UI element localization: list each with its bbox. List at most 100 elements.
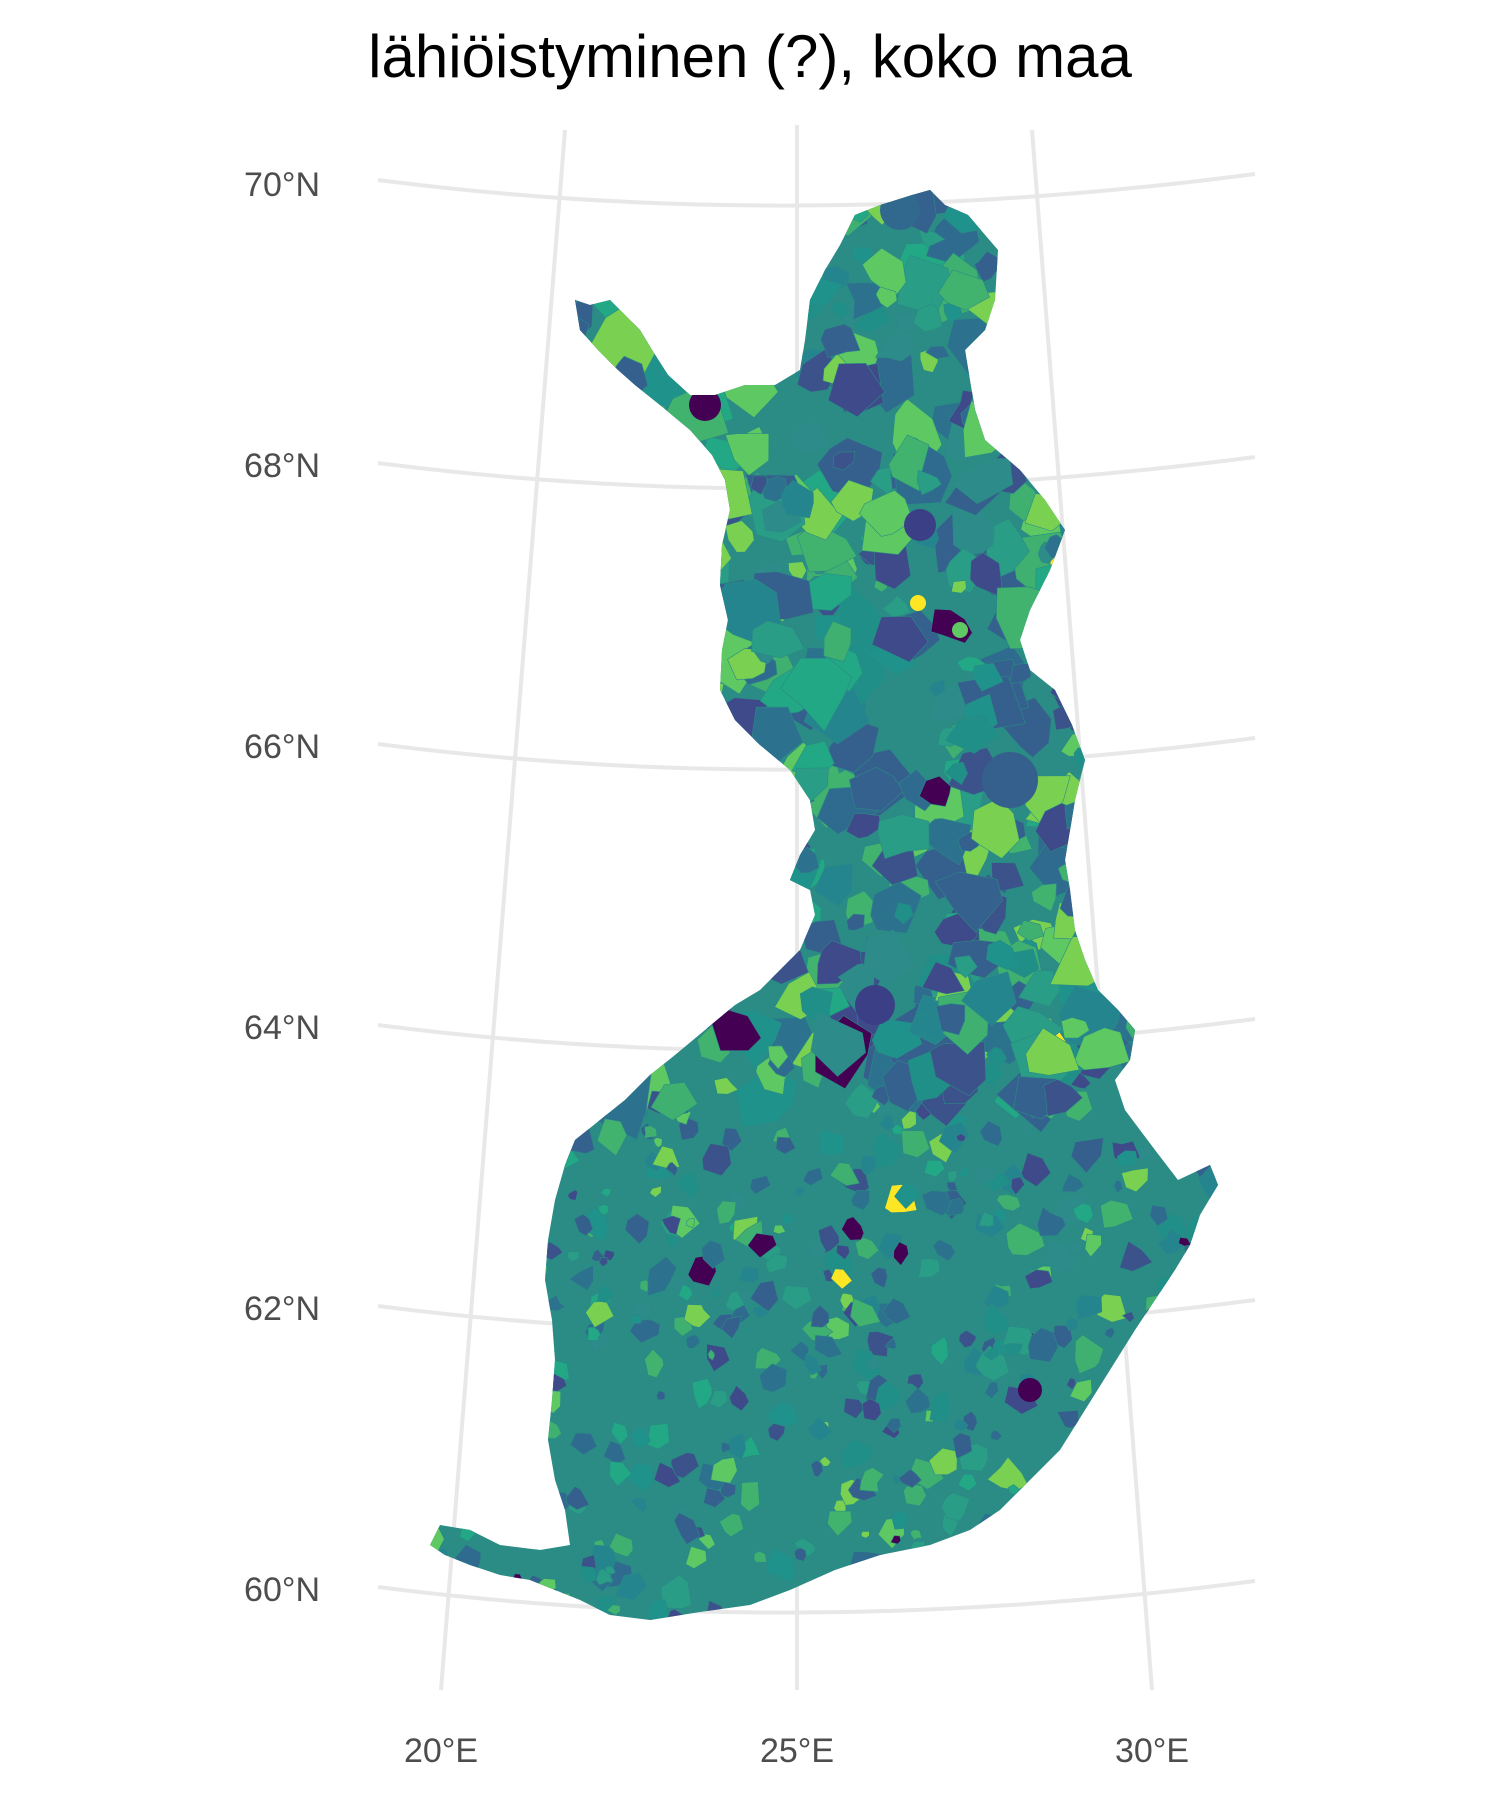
- postal-area-patch: [1074, 419, 1112, 454]
- postal-area-patch: [1098, 211, 1120, 231]
- postal-area-patch: [597, 741, 658, 817]
- postal-area-patch: [938, 269, 990, 311]
- postal-area-patch: [766, 1547, 796, 1583]
- postal-area-patch: [894, 1183, 920, 1210]
- postal-area-patch: [1217, 491, 1218, 529]
- postal-area-patch: [844, 1083, 880, 1119]
- postal-area-patch: [1074, 289, 1123, 351]
- postal-area-patch: [1012, 190, 1076, 251]
- postal-area-patch: [906, 1373, 924, 1390]
- postal-area-patch: [1166, 869, 1218, 934]
- postal-area-patch: [430, 354, 451, 402]
- postal-area-patch: [1181, 979, 1218, 1025]
- postal-area-patch: [1071, 1240, 1084, 1255]
- postal-area-patch: [1162, 190, 1212, 223]
- postal-area-patch: [669, 752, 748, 818]
- postal-area-patch: [443, 807, 477, 842]
- postal-area-patch: [510, 903, 550, 953]
- postal-area-patch: [430, 1052, 463, 1111]
- postal-area-patch: [1165, 582, 1200, 610]
- postal-area-patch: [1074, 572, 1112, 608]
- postal-area-patch: [993, 1610, 1025, 1620]
- postal-area-patch: [665, 1162, 678, 1177]
- postal-area-patch: [600, 497, 650, 568]
- postal-area-patch: [431, 1100, 444, 1110]
- latitude-gridline: [377, 1579, 1256, 1615]
- postal-area-patch: [656, 1390, 666, 1401]
- postal-area-patch: [1193, 1454, 1215, 1476]
- postal-area-patch: [861, 1398, 882, 1422]
- postal-area-patch: [1110, 1444, 1124, 1458]
- postal-area-patch: [592, 741, 645, 807]
- postal-area-patch: [568, 1265, 594, 1291]
- postal-area-patch: [576, 366, 598, 385]
- postal-area-patch: [751, 620, 805, 659]
- postal-area-patch: [430, 1105, 440, 1119]
- postal-area-patch: [412, 1508, 428, 1525]
- postal-area-patch: [990, 1429, 1003, 1441]
- postal-area-patch: [1075, 361, 1142, 433]
- postal-area-patch: [1168, 576, 1202, 612]
- postal-area-patch: [1168, 957, 1213, 1020]
- postal-area-patch: [430, 874, 480, 939]
- lat-tick-label: 60°N: [244, 1571, 320, 1609]
- postal-area-patch: [504, 642, 563, 694]
- postal-area-patch: [995, 586, 1064, 650]
- postal-area-patch: [629, 817, 666, 848]
- postal-area-patch: [1117, 509, 1143, 539]
- postal-area-patch: [758, 1363, 788, 1393]
- postal-area-patch: [728, 281, 766, 332]
- postal-area-patch: [1082, 608, 1116, 657]
- postal-area-patch: [1004, 1612, 1020, 1620]
- postal-area-patch: [1100, 763, 1137, 803]
- postal-area-patch: [1000, 366, 1038, 415]
- postal-area-patch: [1180, 1090, 1206, 1115]
- postal-area-patch: [953, 1418, 969, 1432]
- postal-area-patch: [752, 225, 785, 258]
- postal-area-patch: [1111, 557, 1173, 620]
- postal-area-patch: [1151, 584, 1174, 615]
- postal-area-patch: [1137, 521, 1196, 572]
- postal-area-patch: [927, 1569, 943, 1587]
- postal-area-patch: [903, 1483, 927, 1507]
- postal-area-patch: [1198, 650, 1218, 706]
- postal-area-patch: [1195, 190, 1218, 226]
- postal-area-patch: [507, 885, 528, 906]
- postal-area-patch: [552, 772, 616, 832]
- postal-area-patch: [497, 260, 551, 317]
- postal-area-patch: [517, 636, 541, 655]
- postal-area-patch: [430, 712, 459, 779]
- postal-area-patch: [578, 403, 653, 470]
- postal-area-patch: [810, 1011, 866, 1077]
- postal-area-patch: [1163, 220, 1199, 247]
- postal-area-patch: [1153, 901, 1217, 972]
- postal-area-patch: [1188, 643, 1218, 696]
- postal-area-patch: [851, 1349, 881, 1382]
- postal-area-patch: [1031, 422, 1095, 469]
- postal-area-patch: [1068, 1472, 1085, 1496]
- postal-area-patch: [649, 1185, 662, 1198]
- postal-area-patch: [1171, 750, 1186, 769]
- postal-area-patch: [765, 1401, 800, 1427]
- postal-area-patch: [861, 1612, 877, 1620]
- postal-area-patch: [1091, 896, 1119, 922]
- postal-area-patch: [1024, 1269, 1054, 1290]
- postal-area-patch: [1116, 1150, 1139, 1167]
- postal-area-patch: [1024, 454, 1056, 481]
- postal-area-patch: [1163, 1417, 1184, 1438]
- postal-area-patch: [1149, 1315, 1172, 1342]
- postal-area-patch: [1141, 525, 1178, 556]
- postal-area-patch: [560, 538, 599, 582]
- postal-area-patch: [795, 1187, 806, 1197]
- postal-area-patch: [1165, 243, 1180, 260]
- postal-area-patch: [1178, 406, 1216, 430]
- postal-area-patch: [530, 675, 590, 728]
- postal-area-patch: [1115, 1561, 1132, 1585]
- postal-area-patch: [749, 1280, 779, 1312]
- postal-area-patch: [430, 446, 486, 525]
- postal-area-patch: [1122, 965, 1183, 1017]
- postal-area-patch: [709, 802, 764, 876]
- postal-area-patch: [689, 850, 735, 903]
- postal-area-patch: [1072, 1203, 1094, 1224]
- postal-area-patch: [723, 900, 801, 947]
